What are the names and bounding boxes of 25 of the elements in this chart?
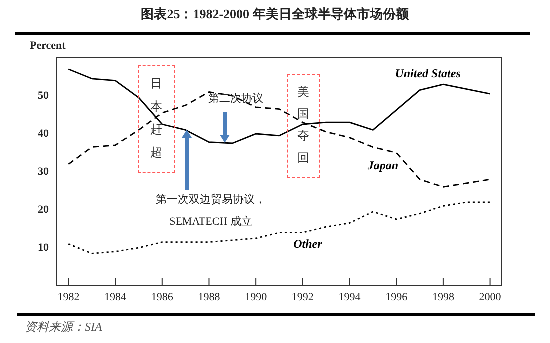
- series-label: Other: [294, 236, 323, 251]
- annotation: 日本赶超: [150, 76, 162, 160]
- x-tick-label: 1986: [151, 291, 174, 304]
- x-tick-label: 1996: [386, 291, 408, 304]
- x-tick-label: 2000: [479, 291, 502, 304]
- annotation: 第一次双边贸易协议， SEMATECH 成立: [156, 192, 266, 228]
- y-tick-label: 40: [38, 128, 50, 140]
- x-tick-label: 1998: [432, 291, 455, 304]
- y-tick-label: 50: [38, 90, 50, 102]
- x-tick-label: 1992: [292, 291, 314, 304]
- x-tick-label: 1984: [104, 291, 128, 304]
- annotation: 美国夺回: [298, 85, 310, 166]
- y-tick-label: 20: [38, 204, 50, 216]
- x-tick-label: 1982: [58, 291, 80, 304]
- series-label: United States: [395, 66, 462, 80]
- chart-title: 图表25：1982-2000 年美日全球半导体市场份额: [141, 6, 410, 22]
- annotation: 第二次协议: [208, 92, 264, 105]
- x-tick-label: 1994: [338, 291, 362, 304]
- x-tick-label: 1990: [245, 291, 268, 304]
- x-tick-label: 1988: [198, 291, 221, 304]
- text: 资料来源：SIA: [25, 320, 103, 334]
- y-tick-label: 10: [38, 242, 50, 254]
- series-label: Japan: [366, 158, 399, 172]
- y-tick-label: 30: [38, 166, 50, 178]
- y-axis-title: Percent: [30, 40, 66, 52]
